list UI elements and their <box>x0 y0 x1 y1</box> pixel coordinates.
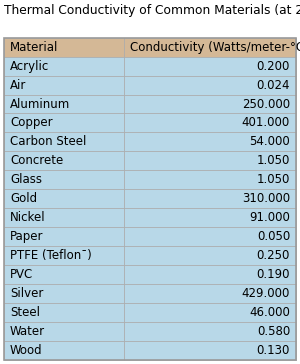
Text: 0.190: 0.190 <box>256 268 290 281</box>
Text: 0.580: 0.580 <box>257 325 290 338</box>
Bar <box>4 38 296 360</box>
Text: 0.200: 0.200 <box>256 60 290 72</box>
Text: Gold: Gold <box>10 192 37 205</box>
Text: Water: Water <box>10 325 45 338</box>
Text: 0.050: 0.050 <box>257 230 290 243</box>
Text: 46.000: 46.000 <box>249 306 290 319</box>
Text: Concrete: Concrete <box>10 154 63 167</box>
Text: 0.130: 0.130 <box>256 344 290 357</box>
Bar <box>124 246 296 265</box>
Text: 1.050: 1.050 <box>256 154 290 167</box>
Text: Carbon Steel: Carbon Steel <box>10 135 86 149</box>
Bar <box>124 151 296 170</box>
Text: 429.000: 429.000 <box>242 287 290 300</box>
Bar <box>124 227 296 246</box>
Text: Acrylic: Acrylic <box>10 60 49 72</box>
Bar <box>4 265 124 284</box>
Text: Glass: Glass <box>10 173 42 186</box>
Text: 0.250: 0.250 <box>256 249 290 262</box>
Text: Conductivity (Watts/meter-°C): Conductivity (Watts/meter-°C) <box>130 41 300 54</box>
Bar <box>124 132 296 151</box>
Bar <box>4 341 124 360</box>
Text: 91.000: 91.000 <box>249 211 290 224</box>
Bar <box>4 38 124 57</box>
Text: Wood: Wood <box>10 344 43 357</box>
Bar <box>124 57 296 76</box>
Text: Aluminum: Aluminum <box>10 98 70 111</box>
Bar <box>4 246 124 265</box>
Bar <box>124 189 296 208</box>
Bar <box>4 170 124 189</box>
Bar <box>124 284 296 303</box>
Bar <box>4 76 124 95</box>
Bar <box>124 38 296 57</box>
Text: 0.024: 0.024 <box>256 79 290 92</box>
Bar <box>124 170 296 189</box>
Text: PVC: PVC <box>10 268 33 281</box>
Text: Material: Material <box>10 41 58 54</box>
Bar <box>4 189 124 208</box>
Text: 54.000: 54.000 <box>249 135 290 149</box>
Bar <box>4 303 124 322</box>
Bar <box>4 95 124 114</box>
Bar <box>124 114 296 132</box>
Bar <box>124 76 296 95</box>
Bar <box>124 322 296 341</box>
Text: PTFE (Teflon¯): PTFE (Teflon¯) <box>10 249 92 262</box>
Bar <box>4 322 124 341</box>
Text: Paper: Paper <box>10 230 43 243</box>
Bar <box>4 227 124 246</box>
Text: Silver: Silver <box>10 287 43 300</box>
Bar <box>4 284 124 303</box>
Bar <box>4 151 124 170</box>
Bar <box>4 208 124 227</box>
Text: Copper: Copper <box>10 116 52 130</box>
Text: 310.000: 310.000 <box>242 192 290 205</box>
Bar <box>124 208 296 227</box>
Text: Thermal Conductivity of Common Materials (at 25° C): Thermal Conductivity of Common Materials… <box>4 4 300 17</box>
Bar <box>4 132 124 151</box>
Bar <box>4 114 124 132</box>
Text: 401.000: 401.000 <box>242 116 290 130</box>
Text: Steel: Steel <box>10 306 40 319</box>
Text: 250.000: 250.000 <box>242 98 290 111</box>
Bar <box>124 303 296 322</box>
Bar <box>124 341 296 360</box>
Bar <box>124 265 296 284</box>
Bar <box>124 95 296 114</box>
Text: Air: Air <box>10 79 26 92</box>
Text: Nickel: Nickel <box>10 211 46 224</box>
Bar <box>4 57 124 76</box>
Text: 1.050: 1.050 <box>256 173 290 186</box>
